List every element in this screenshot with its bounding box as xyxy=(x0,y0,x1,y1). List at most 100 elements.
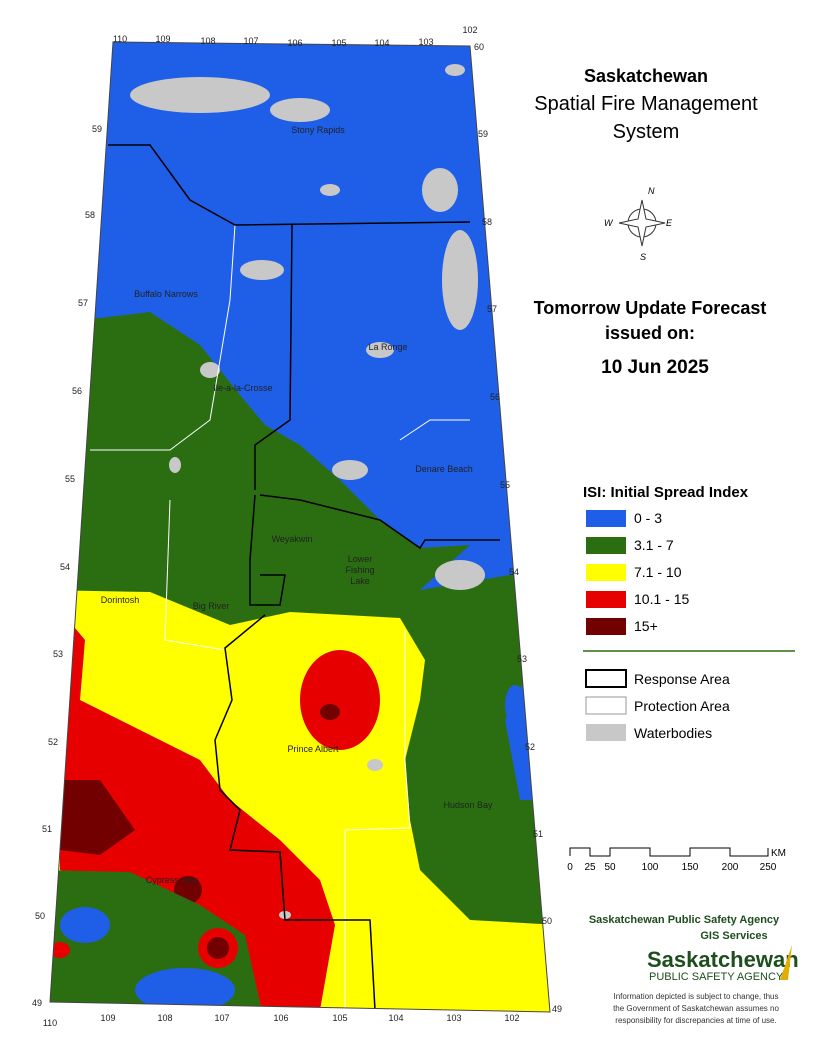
longitude-label: 109 xyxy=(155,34,170,44)
legend-label: Waterbodies xyxy=(634,725,712,741)
latitude-label: 60 xyxy=(474,42,484,52)
legend-label: Protection Area xyxy=(634,698,730,714)
legend-swatch xyxy=(586,591,626,608)
legend-title: ISI: Initial Spread Index xyxy=(583,484,749,501)
forecast-date: 10 Jun 2025 xyxy=(601,357,709,378)
disclaimer: responsibility for discrepancies at time… xyxy=(615,1016,776,1025)
legend-label: Response Area xyxy=(634,671,730,687)
forecast: issued on: xyxy=(605,323,695,343)
longitude-label: 106 xyxy=(287,38,302,48)
longitude-label: 105 xyxy=(332,1013,347,1023)
scale-bar xyxy=(569,847,769,857)
scale-labels: 0 25 50 100 150 200 250 KM xyxy=(567,848,786,873)
longitude-label: 107 xyxy=(243,36,258,46)
place-label: Denare Beach xyxy=(415,464,473,474)
legend-swatch xyxy=(585,669,627,688)
place-label: La Ronge xyxy=(368,342,407,352)
scale-label: 250 xyxy=(760,862,777,873)
place-label: Weyakwin xyxy=(272,534,313,544)
latitude-label: 49 xyxy=(32,998,42,1008)
latitude-label: 52 xyxy=(48,737,58,747)
place-label: Dorintosh xyxy=(101,595,140,605)
title: System xyxy=(613,121,680,143)
longitude-label: 103 xyxy=(418,37,433,47)
compass xyxy=(618,199,666,247)
longitude-label: 104 xyxy=(388,1013,403,1023)
logo-sub: PUBLIC SAFETY AGENCY xyxy=(649,971,784,983)
longitude-label: 108 xyxy=(157,1013,172,1023)
scale-label: 150 xyxy=(682,862,699,873)
compass-letter: N xyxy=(648,186,655,196)
graticule-labels: 110 109 108 107 106 105 104 103 102 110 109 108 107 1… xyxy=(32,25,562,1028)
latitude-label: 55 xyxy=(500,480,510,490)
title: Spatial Fire Management xyxy=(534,93,758,115)
legend-swatch xyxy=(586,618,626,635)
longitude-label: 104 xyxy=(374,38,389,48)
place-label: Fishing xyxy=(345,565,374,575)
legend-label: 15+ xyxy=(634,618,658,634)
place-label: Lower xyxy=(348,554,373,564)
legend-swatch xyxy=(586,510,626,527)
compass-letter: W xyxy=(604,218,614,228)
place-label: Big River xyxy=(193,601,230,611)
latitude-label: 59 xyxy=(92,124,102,134)
longitude-label: 108 xyxy=(200,36,215,46)
latitude-label: 50 xyxy=(542,916,552,926)
latitude-label: 53 xyxy=(53,649,63,659)
place-label: Lake xyxy=(350,576,370,586)
compass-letter: E xyxy=(666,218,673,228)
latitude-label: 57 xyxy=(78,298,88,308)
legend: 0 - 3 3.1 - 7 7.1 - 10 10.1 - 15 15+ xyxy=(586,510,689,635)
latitude-label: 56 xyxy=(490,392,500,402)
latitude-label: 51 xyxy=(42,824,52,834)
longitude-label: 106 xyxy=(273,1013,288,1023)
legend-swatch xyxy=(586,724,626,741)
longitude-label: 102 xyxy=(504,1013,519,1023)
agency: GIS Services xyxy=(700,930,767,942)
title: Saskatchewan xyxy=(584,66,708,86)
disclaimer: the Government of Saskatchewan assumes n… xyxy=(613,1004,779,1013)
scale-unit: KM xyxy=(771,848,786,859)
latitude-label: 57 xyxy=(487,304,497,314)
latitude-label: 58 xyxy=(482,217,492,227)
province-outline xyxy=(49,41,551,1013)
longitude-label: 110 xyxy=(113,34,127,44)
scale-label: 50 xyxy=(604,862,616,873)
legend-swatch xyxy=(586,564,626,581)
agency: Saskatchewan Public Safety Agency xyxy=(589,914,780,926)
longitude-label: 109 xyxy=(100,1013,115,1023)
scale-label: 0 xyxy=(567,862,573,873)
compass-letter: S xyxy=(640,252,646,262)
legend-label: 7.1 - 10 xyxy=(634,564,682,580)
place-label: Prince Albert xyxy=(287,744,339,754)
longitude-label: 103 xyxy=(446,1013,461,1023)
latitude-label: 49 xyxy=(552,1004,562,1014)
logo-mark xyxy=(780,945,792,980)
latitude-label: 50 xyxy=(35,911,45,921)
latitude-label: 53 xyxy=(517,654,527,664)
legend-swatch xyxy=(585,696,627,715)
legend-label: 10.1 - 15 xyxy=(634,591,689,607)
latitude-label: 59 xyxy=(478,129,488,139)
logo-name: Saskatchewan xyxy=(647,947,799,972)
legend-label: 0 - 3 xyxy=(634,510,662,526)
latitude-label: 56 xyxy=(72,386,82,396)
legend-swatch xyxy=(586,537,626,554)
forecast: Tomorrow Update Forecast xyxy=(534,298,767,318)
place-label: Cypress Hills xyxy=(146,875,199,885)
longitude-label: 110 xyxy=(43,1018,57,1028)
latitude-label: 52 xyxy=(525,742,535,752)
disclaimer: Information depicted is subject to chang… xyxy=(614,992,779,1001)
place-label: Hudson Bay xyxy=(443,800,493,810)
place-label: Buffalo Narrows xyxy=(134,289,198,299)
scale-label: 200 xyxy=(722,862,739,873)
scale-label: 100 xyxy=(642,862,659,873)
map xyxy=(50,42,550,1012)
place-label: Ile-a-la-Crosse xyxy=(213,383,272,393)
place-label: Stony Rapids xyxy=(291,125,345,135)
place-labels: Stony Rapids Buffalo Narrows La Ronge Ile-a… xyxy=(101,125,493,885)
legend-label: 3.1 - 7 xyxy=(634,537,674,553)
longitude-label: 107 xyxy=(214,1013,229,1023)
latitude-label: 54 xyxy=(60,562,70,572)
